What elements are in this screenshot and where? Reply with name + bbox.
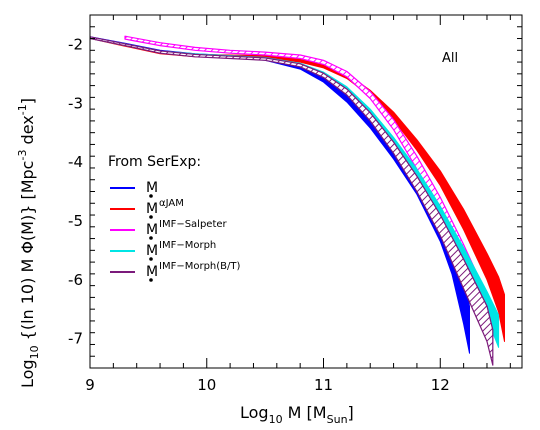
legend-star-subscript — [149, 194, 153, 198]
x-tick-label: 11 — [314, 376, 333, 394]
x-tick-label: 10 — [197, 376, 216, 394]
y-tick-label: -7 — [68, 330, 83, 348]
legend-label-superscript: αJAM — [159, 198, 184, 209]
legend-star-subscript — [149, 215, 153, 219]
y-tick-label: -2 — [68, 35, 83, 53]
legend-star-subscript — [149, 278, 153, 282]
band-series-3 — [124, 35, 494, 346]
legend-label: M — [146, 180, 158, 196]
mass-function-bands — [90, 35, 505, 366]
axis-ticks — [89, 14, 522, 369]
y-tick-label: -4 — [68, 153, 83, 171]
y-tick-label: -5 — [68, 212, 83, 230]
y-tick-label: -3 — [68, 94, 83, 112]
x-tick-label: 9 — [85, 376, 95, 394]
legend-label: M — [146, 201, 158, 217]
legend-label-superscript: IMF−Morph — [159, 240, 216, 251]
legend-star-subscript — [149, 236, 153, 240]
band-series-5 — [90, 36, 494, 366]
y-tick-label: -6 — [68, 271, 83, 289]
legend-label: M — [146, 222, 158, 238]
axis-tick-labels: 9 10 11 12 -2 -3 -4 -5 -6 -7 — [68, 35, 450, 394]
x-tick-label: 12 — [431, 376, 450, 394]
x-axis-title: Log10 M [MSun] — [240, 403, 354, 426]
legend-label: M — [146, 264, 158, 280]
legend-label-superscript: IMF−Salpeter — [159, 219, 228, 230]
y-axis-title: Log10 {(ln 10) M Φ(M)} [Mpc-3 dex-1] — [16, 98, 41, 388]
legend-label: M — [146, 243, 158, 259]
legend-label-superscript: IMF−Morph(B/T) — [159, 261, 240, 272]
panel-label: All — [442, 51, 458, 66]
legend-title: From SerExp: — [108, 154, 201, 170]
legend-star-subscript — [149, 257, 153, 261]
